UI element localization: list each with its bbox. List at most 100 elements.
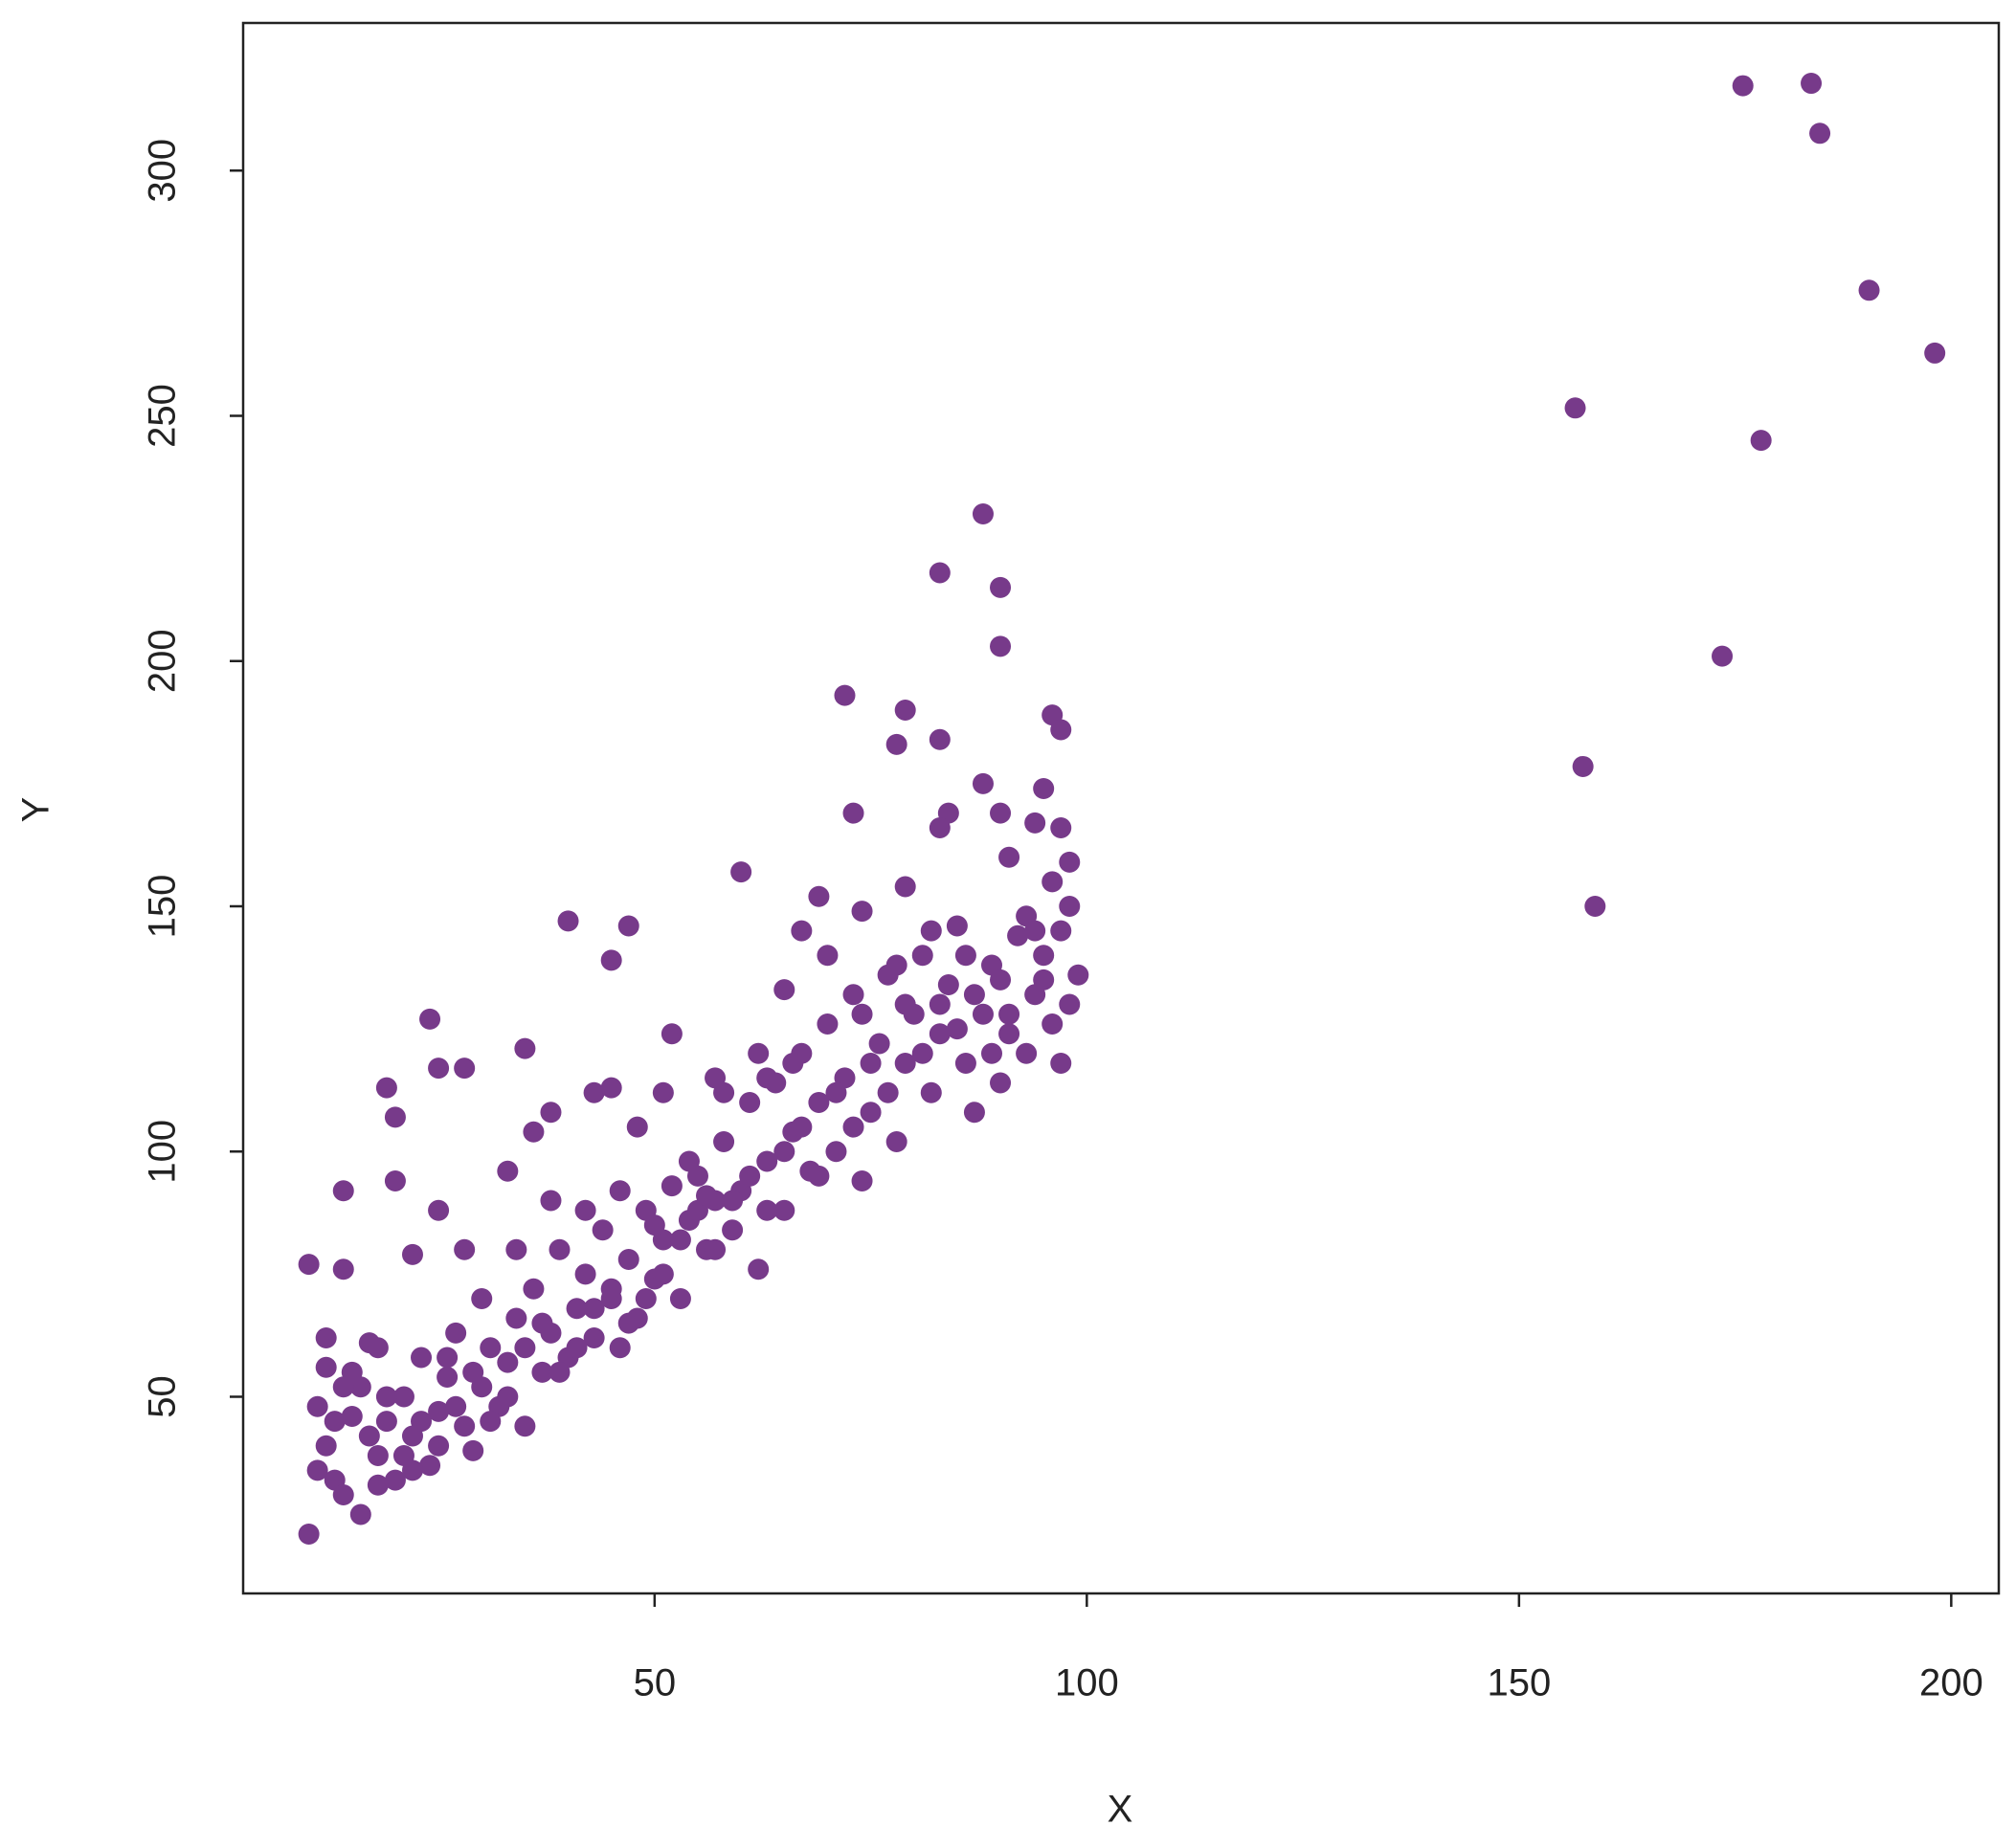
point bbox=[1059, 993, 1081, 1015]
point bbox=[411, 1347, 433, 1369]
point bbox=[583, 1081, 605, 1103]
point bbox=[617, 1248, 639, 1270]
point bbox=[1050, 1052, 1072, 1074]
point bbox=[990, 1072, 1012, 1094]
point bbox=[911, 945, 933, 967]
point bbox=[1858, 279, 1880, 301]
point bbox=[998, 1023, 1020, 1045]
point bbox=[1564, 397, 1586, 419]
point bbox=[583, 1298, 605, 1320]
point bbox=[929, 993, 951, 1015]
point bbox=[324, 1411, 346, 1433]
point bbox=[531, 1312, 553, 1334]
point bbox=[315, 1326, 337, 1348]
point bbox=[1042, 871, 1064, 893]
point bbox=[401, 1459, 423, 1481]
point bbox=[298, 1254, 320, 1276]
x-tick-label: 100 bbox=[1055, 1662, 1119, 1704]
point bbox=[306, 1459, 328, 1481]
plot-frame bbox=[241, 21, 2001, 1595]
point bbox=[428, 1400, 450, 1422]
point bbox=[842, 1116, 864, 1138]
point bbox=[851, 1169, 873, 1191]
point bbox=[669, 1287, 691, 1309]
point bbox=[384, 1106, 406, 1128]
point bbox=[963, 1102, 985, 1124]
point bbox=[929, 1023, 951, 1045]
point bbox=[1033, 778, 1055, 800]
point bbox=[739, 1091, 761, 1113]
point bbox=[1924, 342, 1946, 364]
point bbox=[384, 1469, 406, 1491]
point bbox=[756, 1150, 778, 1172]
point bbox=[791, 920, 813, 942]
point bbox=[549, 1238, 571, 1260]
y-tick-label: 200 bbox=[142, 629, 184, 693]
point bbox=[332, 1483, 354, 1505]
point bbox=[454, 1415, 476, 1437]
point bbox=[756, 1067, 778, 1089]
point bbox=[1584, 895, 1606, 917]
point bbox=[990, 576, 1012, 598]
point bbox=[739, 1165, 761, 1187]
point bbox=[332, 1258, 354, 1280]
point bbox=[445, 1395, 467, 1417]
point bbox=[454, 1238, 476, 1260]
point bbox=[583, 1326, 605, 1348]
point bbox=[678, 1150, 700, 1172]
point bbox=[617, 1312, 639, 1334]
point bbox=[713, 1130, 735, 1152]
point bbox=[574, 1199, 596, 1221]
point bbox=[705, 1067, 727, 1089]
point bbox=[298, 1523, 320, 1545]
point bbox=[990, 635, 1012, 657]
point bbox=[609, 1180, 631, 1202]
point bbox=[332, 1376, 354, 1398]
point bbox=[885, 1130, 907, 1152]
point bbox=[705, 1238, 727, 1260]
point bbox=[367, 1444, 389, 1466]
point bbox=[998, 846, 1020, 868]
point bbox=[531, 1361, 553, 1383]
y-tick-label: 100 bbox=[142, 1120, 184, 1184]
point bbox=[1059, 895, 1081, 917]
point bbox=[1033, 969, 1055, 991]
point bbox=[1712, 645, 1734, 667]
point bbox=[773, 1141, 795, 1163]
point bbox=[540, 1102, 562, 1124]
point bbox=[748, 1042, 770, 1064]
point bbox=[885, 733, 907, 755]
point bbox=[549, 1361, 571, 1383]
point bbox=[920, 920, 942, 942]
point bbox=[817, 1013, 839, 1035]
point bbox=[411, 1411, 433, 1433]
point bbox=[868, 1033, 890, 1055]
point bbox=[773, 979, 795, 1001]
point bbox=[860, 1052, 882, 1074]
point bbox=[557, 910, 579, 932]
point bbox=[635, 1287, 657, 1309]
point bbox=[825, 1141, 847, 1163]
point bbox=[375, 1386, 397, 1408]
point bbox=[332, 1180, 354, 1202]
point bbox=[1050, 920, 1072, 942]
point bbox=[998, 1003, 1020, 1025]
point bbox=[842, 802, 864, 824]
point bbox=[600, 1077, 622, 1099]
point bbox=[661, 1175, 683, 1197]
point bbox=[929, 816, 951, 838]
point bbox=[748, 1258, 770, 1280]
point bbox=[341, 1405, 363, 1427]
point bbox=[990, 802, 1012, 824]
point bbox=[626, 1116, 648, 1138]
point bbox=[523, 1121, 545, 1143]
point bbox=[937, 973, 959, 995]
point bbox=[480, 1337, 502, 1359]
point bbox=[384, 1169, 406, 1191]
x-tick-label: 150 bbox=[1487, 1662, 1551, 1704]
point bbox=[600, 1278, 622, 1300]
point bbox=[1033, 945, 1055, 967]
point bbox=[497, 1386, 519, 1408]
point bbox=[894, 700, 916, 722]
